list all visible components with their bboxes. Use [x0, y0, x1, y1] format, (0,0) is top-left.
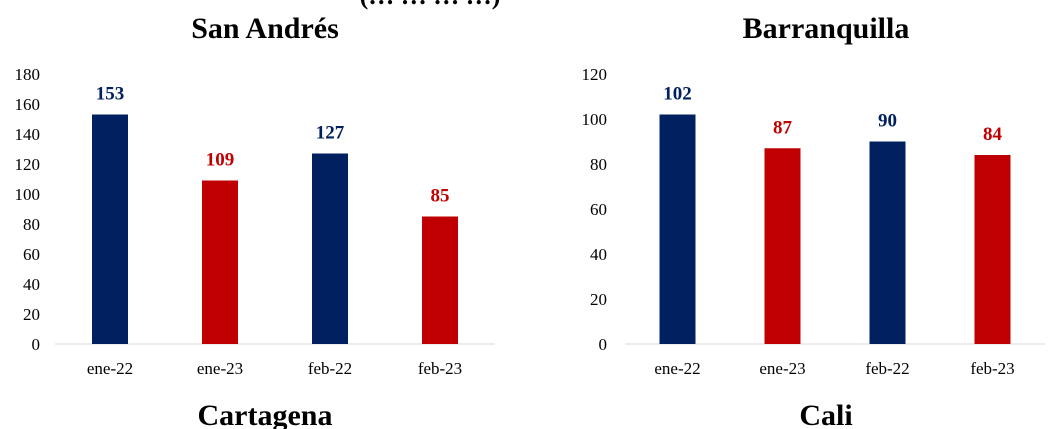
bar-ene-22 [659, 114, 696, 344]
x-tick-label: ene-22 [87, 359, 133, 378]
y-tick-label: 100 [15, 185, 41, 204]
bar-feb-22 [869, 141, 906, 344]
bar-feb-22 [312, 153, 348, 344]
y-tick-label: 0 [32, 335, 41, 354]
chart-title: Barranquilla [743, 12, 910, 45]
chart-barranquilla: Barranquilla 0 20 40 60 80 100 120 102 ene-22 87 en… [582, 12, 1045, 378]
x-tick-label: ene-22 [654, 359, 700, 378]
chart-title: San Andrés [191, 12, 339, 45]
chart-san-andres: San Andrés 0 20 40 60 80 100 120 140 160 180 153 ene… [15, 12, 495, 378]
y-tick-label: 140 [15, 125, 41, 144]
bar-ene-22 [92, 114, 128, 344]
x-tick-label: feb-23 [418, 359, 462, 378]
data-label: 87 [773, 117, 793, 138]
y-tick-label: 40 [23, 275, 40, 294]
data-label: 90 [878, 111, 897, 132]
data-label: 127 [316, 123, 345, 144]
x-tick-label: feb-23 [970, 359, 1014, 378]
y-tick-label: 60 [23, 245, 40, 264]
x-tick-label: feb-22 [865, 359, 909, 378]
y-tick-label: 120 [15, 155, 41, 174]
y-tick-label: 100 [582, 110, 608, 129]
y-tick-label: 60 [590, 200, 607, 219]
bar-ene-23 [764, 148, 801, 344]
data-label: 109 [206, 150, 235, 171]
y-tick-label: 0 [599, 335, 608, 354]
y-tick-label: 20 [23, 305, 40, 324]
bar-feb-23 [422, 216, 458, 344]
bar-feb-23 [974, 155, 1011, 344]
data-label: 84 [983, 124, 1003, 145]
x-tick-label: ene-23 [759, 359, 805, 378]
y-tick-label: 80 [590, 155, 607, 174]
data-label: 153 [96, 84, 125, 105]
page-header-fragment: (… … … …) [360, 0, 501, 10]
data-label: 102 [663, 84, 692, 105]
y-tick-label: 160 [15, 95, 41, 114]
x-tick-label: feb-22 [308, 359, 352, 378]
data-label: 85 [431, 186, 450, 207]
y-tick-label: 80 [23, 215, 40, 234]
y-tick-label: 40 [590, 245, 607, 264]
x-tick-label: ene-23 [197, 359, 243, 378]
chart-title-cali: Cali [799, 399, 852, 429]
chart-title-cartagena: Cartagena [198, 399, 333, 429]
y-tick-label: 180 [15, 65, 41, 84]
y-tick-label: 20 [590, 290, 607, 309]
y-tick-label: 120 [582, 65, 608, 84]
bar-ene-23 [202, 180, 238, 344]
